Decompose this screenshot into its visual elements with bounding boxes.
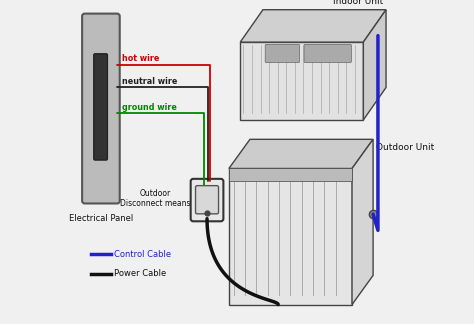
Text: ground wire: ground wire: [122, 103, 177, 112]
Text: hot wire: hot wire: [122, 54, 159, 63]
Polygon shape: [364, 10, 386, 120]
Polygon shape: [352, 139, 373, 305]
Text: neutral wire: neutral wire: [122, 77, 177, 86]
Polygon shape: [240, 42, 364, 120]
Polygon shape: [229, 168, 352, 305]
FancyBboxPatch shape: [196, 186, 219, 214]
Polygon shape: [229, 168, 352, 181]
Text: Electrical Panel: Electrical Panel: [69, 214, 133, 223]
Text: Power Cable: Power Cable: [114, 269, 166, 278]
Text: Outdoor
Disconnect means: Outdoor Disconnect means: [119, 189, 190, 208]
Text: Indoor Unit: Indoor Unit: [333, 0, 383, 6]
FancyBboxPatch shape: [265, 44, 300, 63]
FancyBboxPatch shape: [191, 179, 223, 221]
Text: Control Cable: Control Cable: [114, 250, 171, 259]
Polygon shape: [229, 139, 373, 168]
Polygon shape: [240, 10, 386, 42]
Text: Outdoor Unit: Outdoor Unit: [376, 143, 435, 152]
FancyBboxPatch shape: [94, 54, 108, 160]
FancyBboxPatch shape: [82, 14, 120, 203]
FancyBboxPatch shape: [304, 44, 351, 63]
